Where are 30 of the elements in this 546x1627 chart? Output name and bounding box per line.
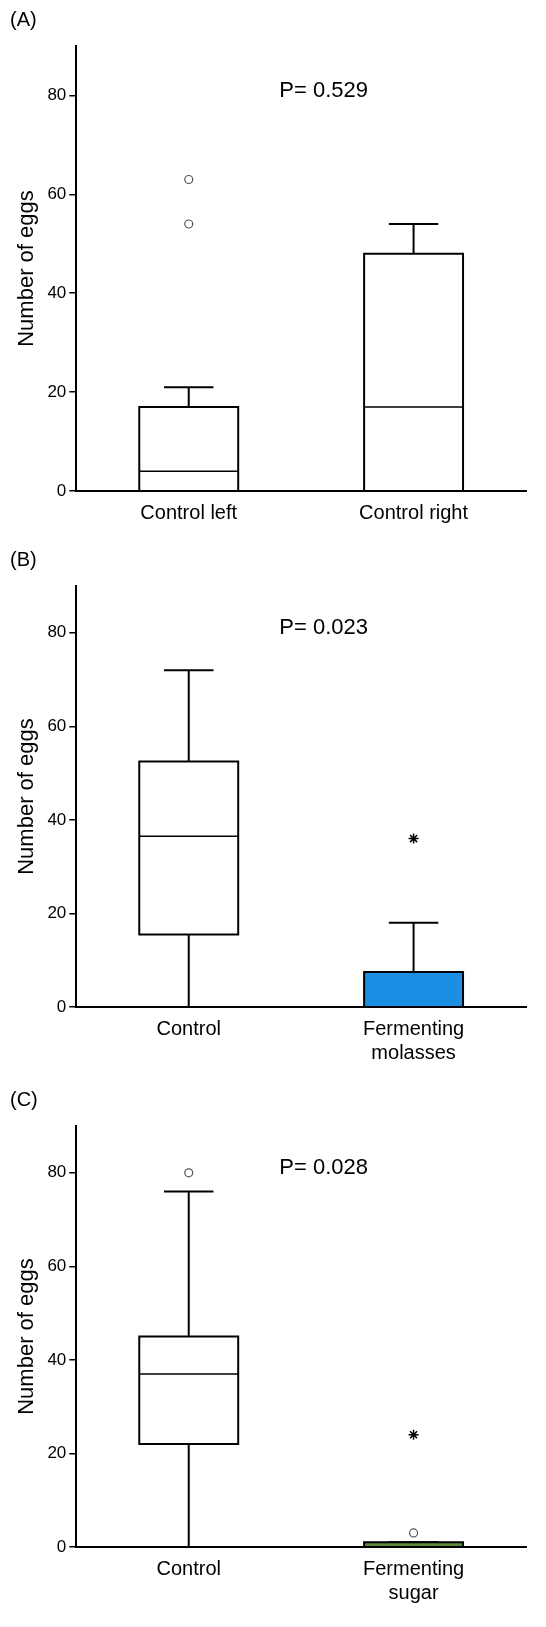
y-axis-title: Number of eggs [13, 190, 39, 347]
annotation: P= 0.028 [279, 1154, 368, 1180]
chart-title: (B) [10, 547, 37, 570]
x-tick-label: Fermenting molasses [363, 1016, 465, 1063]
x-tick-label: Control left [140, 500, 238, 523]
x-tick-label: Control right [359, 500, 469, 523]
y-axis-title: Number of eggs [13, 718, 39, 875]
annotation: P= 0.023 [279, 614, 368, 640]
y-tick-label: 20 [47, 381, 67, 401]
y-tick-label: 20 [47, 903, 67, 923]
y-tick-label: 0 [56, 480, 67, 500]
y-tick-label: 20 [47, 1443, 67, 1463]
chart-title: (C) [10, 1087, 38, 1110]
x-tick-label: Fermenting sugar [363, 1556, 465, 1603]
chart-title: (A) [10, 7, 37, 30]
y-axis-title: Number of eggs [13, 1258, 39, 1415]
y-tick-label: 0 [56, 1536, 67, 1556]
y-tick-label: 60 [47, 1256, 67, 1276]
y-tick-label: 80 [47, 622, 67, 642]
annotation: P= 0.529 [279, 76, 368, 102]
y-tick-label: 80 [47, 85, 67, 105]
y-tick-label: 80 [47, 1162, 67, 1182]
y-tick-label: 60 [47, 716, 67, 736]
x-tick-label: Control [156, 1016, 221, 1039]
x-tick-label: Control [156, 1556, 221, 1579]
y-tick-label: 0 [56, 996, 67, 1016]
y-tick-label: 60 [47, 184, 67, 204]
y-tick-label: 40 [47, 809, 67, 829]
y-tick-label: 40 [47, 282, 67, 302]
y-tick-label: 40 [47, 1349, 67, 1369]
